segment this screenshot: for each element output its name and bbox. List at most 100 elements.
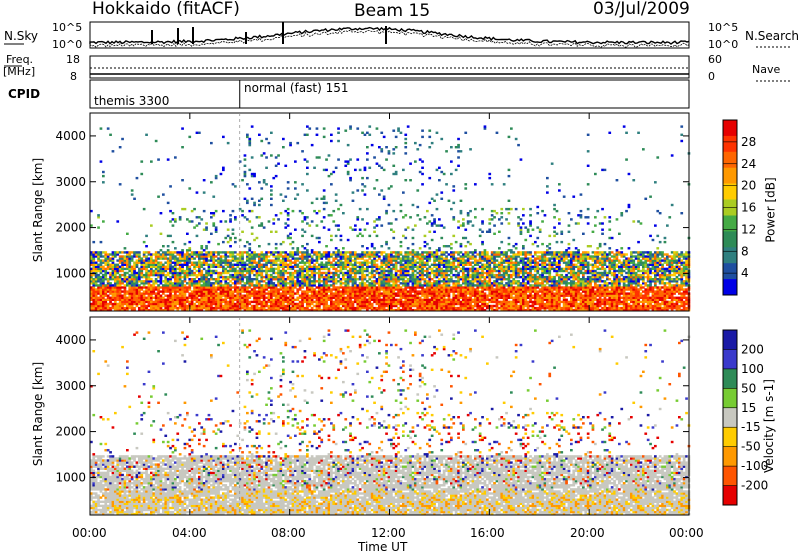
power-heatmap-cell [289, 300, 292, 304]
power-heatmap-cell [284, 284, 288, 287]
power-heatmap-cell [248, 257, 252, 260]
power-heatmap-cell [464, 131, 468, 134]
power-heatmap-cell [102, 302, 105, 306]
power-heatmap-cell [471, 261, 475, 264]
power-heatmap-cell [260, 269, 264, 273]
power-heatmap-cell [234, 259, 237, 262]
power-heatmap-cell [402, 265, 405, 268]
power-heatmap-cell [394, 280, 398, 283]
power-heatmap-cell [416, 300, 420, 304]
power-heatmap-cell [286, 298, 290, 301]
power-heatmap-cell [90, 273, 93, 277]
power-heatmap-cell [140, 302, 144, 306]
power-heatmap-cell [428, 302, 432, 306]
power-heatmap-cell [265, 257, 268, 260]
power-heatmap-cell [157, 302, 160, 306]
power-heatmap-cell [265, 308, 268, 312]
power-heatmap-cell [445, 306, 448, 310]
power-heatmap-cell [476, 294, 480, 297]
power-heatmap-cell [210, 181, 213, 184]
power-heatmap-cell [426, 273, 429, 277]
power-heatmap-cell [306, 288, 309, 291]
power-heatmap-cell [462, 300, 465, 304]
power-heatmap-cell [250, 174, 254, 178]
power-heatmap-cell [488, 280, 492, 283]
power-heatmap-cell [387, 247, 391, 250]
power-heatmap-cell [243, 304, 247, 308]
power-heatmap-cell [486, 306, 489, 310]
power-heatmap-cell [174, 306, 177, 310]
power-heatmap-cell [414, 304, 417, 308]
power-heatmap-cell [162, 255, 165, 258]
power-heatmap-cell [286, 181, 290, 184]
power-heatmap-cell [387, 280, 391, 283]
power-heatmap-cell [349, 275, 352, 279]
power-heatmap-cell [116, 292, 120, 295]
power-heatmap-cell [430, 222, 434, 225]
power-heatmap-cell [418, 247, 422, 250]
power-heatmap-cell [423, 296, 427, 299]
power-heatmap-cell [373, 220, 376, 223]
power-heatmap-cell [145, 290, 148, 293]
power-heatmap-cell [190, 263, 194, 266]
power-heatmap-cell [301, 298, 304, 301]
power-heatmap-cell [325, 251, 328, 254]
power-heatmap-cell [414, 290, 417, 293]
power-heatmap-cell [130, 282, 134, 285]
power-heatmap-cell [270, 269, 273, 273]
power-heatmap-cell [250, 304, 254, 308]
power-heatmap-cell [212, 308, 216, 312]
power-heatmap-cell [284, 280, 288, 283]
power-heatmap-cell [373, 230, 376, 233]
power-heatmap-cell [97, 267, 100, 271]
power-heatmap-cell [138, 298, 141, 301]
power-heatmap-cell [210, 232, 213, 235]
power-heatmap-cell [380, 308, 384, 312]
power-heatmap-cell [198, 288, 201, 291]
power-heatmap-cell [224, 275, 228, 279]
power-heatmap-cell [260, 257, 264, 260]
power-heatmap-cell [387, 284, 391, 287]
power-heatmap-cell [133, 286, 136, 289]
power-heatmap-cell [344, 271, 348, 275]
power-heatmap-cell [438, 273, 441, 277]
power-heatmap-cell [421, 286, 424, 289]
power-heatmap-cell [181, 207, 184, 211]
power-heatmap-cell [330, 214, 333, 217]
power-heatmap-cell [234, 251, 237, 254]
power-heatmap-cell [325, 201, 328, 205]
power-heatmap-cell [294, 263, 297, 266]
power-heatmap-cell [157, 195, 160, 198]
power-heatmap-cell [181, 300, 184, 304]
power-heatmap-cell [274, 156, 278, 159]
power-heatmap-cell [416, 294, 420, 297]
power-heatmap-cell [370, 286, 374, 289]
power-heatmap-cell [394, 302, 398, 306]
power-heatmap-cell [111, 257, 115, 260]
power-heatmap-cell [114, 265, 117, 268]
power-heatmap-cell [234, 282, 237, 285]
power-heatmap-cell [430, 284, 434, 287]
power-heatmap-cell [234, 255, 237, 258]
power-heatmap-cell [253, 265, 256, 268]
power-heatmap-cell [200, 263, 204, 266]
power-heatmap-cell [435, 265, 439, 268]
power-heatmap-cell [490, 308, 494, 312]
power-heatmap-cell [198, 255, 201, 258]
power-heatmap-cell [452, 218, 456, 221]
power-heatmap-cell [217, 296, 220, 299]
power-heatmap-cell [157, 158, 160, 161]
power-heatmap-cell [452, 286, 456, 289]
power-heatmap-cell [426, 292, 429, 295]
power-heatmap-cell [152, 302, 156, 306]
power-heatmap-cell [104, 288, 108, 291]
power-heatmap-cell [435, 207, 439, 211]
power-heatmap-cell [150, 300, 153, 304]
power-heatmap-cell [310, 249, 314, 252]
power-heatmap-cell [332, 282, 336, 285]
n-sky-line [89, 26, 690, 45]
power-heatmap-cell [90, 267, 93, 271]
power-heatmap-cell [279, 212, 283, 215]
power-heatmap-cell [454, 284, 458, 287]
power-heatmap-cell [428, 247, 432, 250]
